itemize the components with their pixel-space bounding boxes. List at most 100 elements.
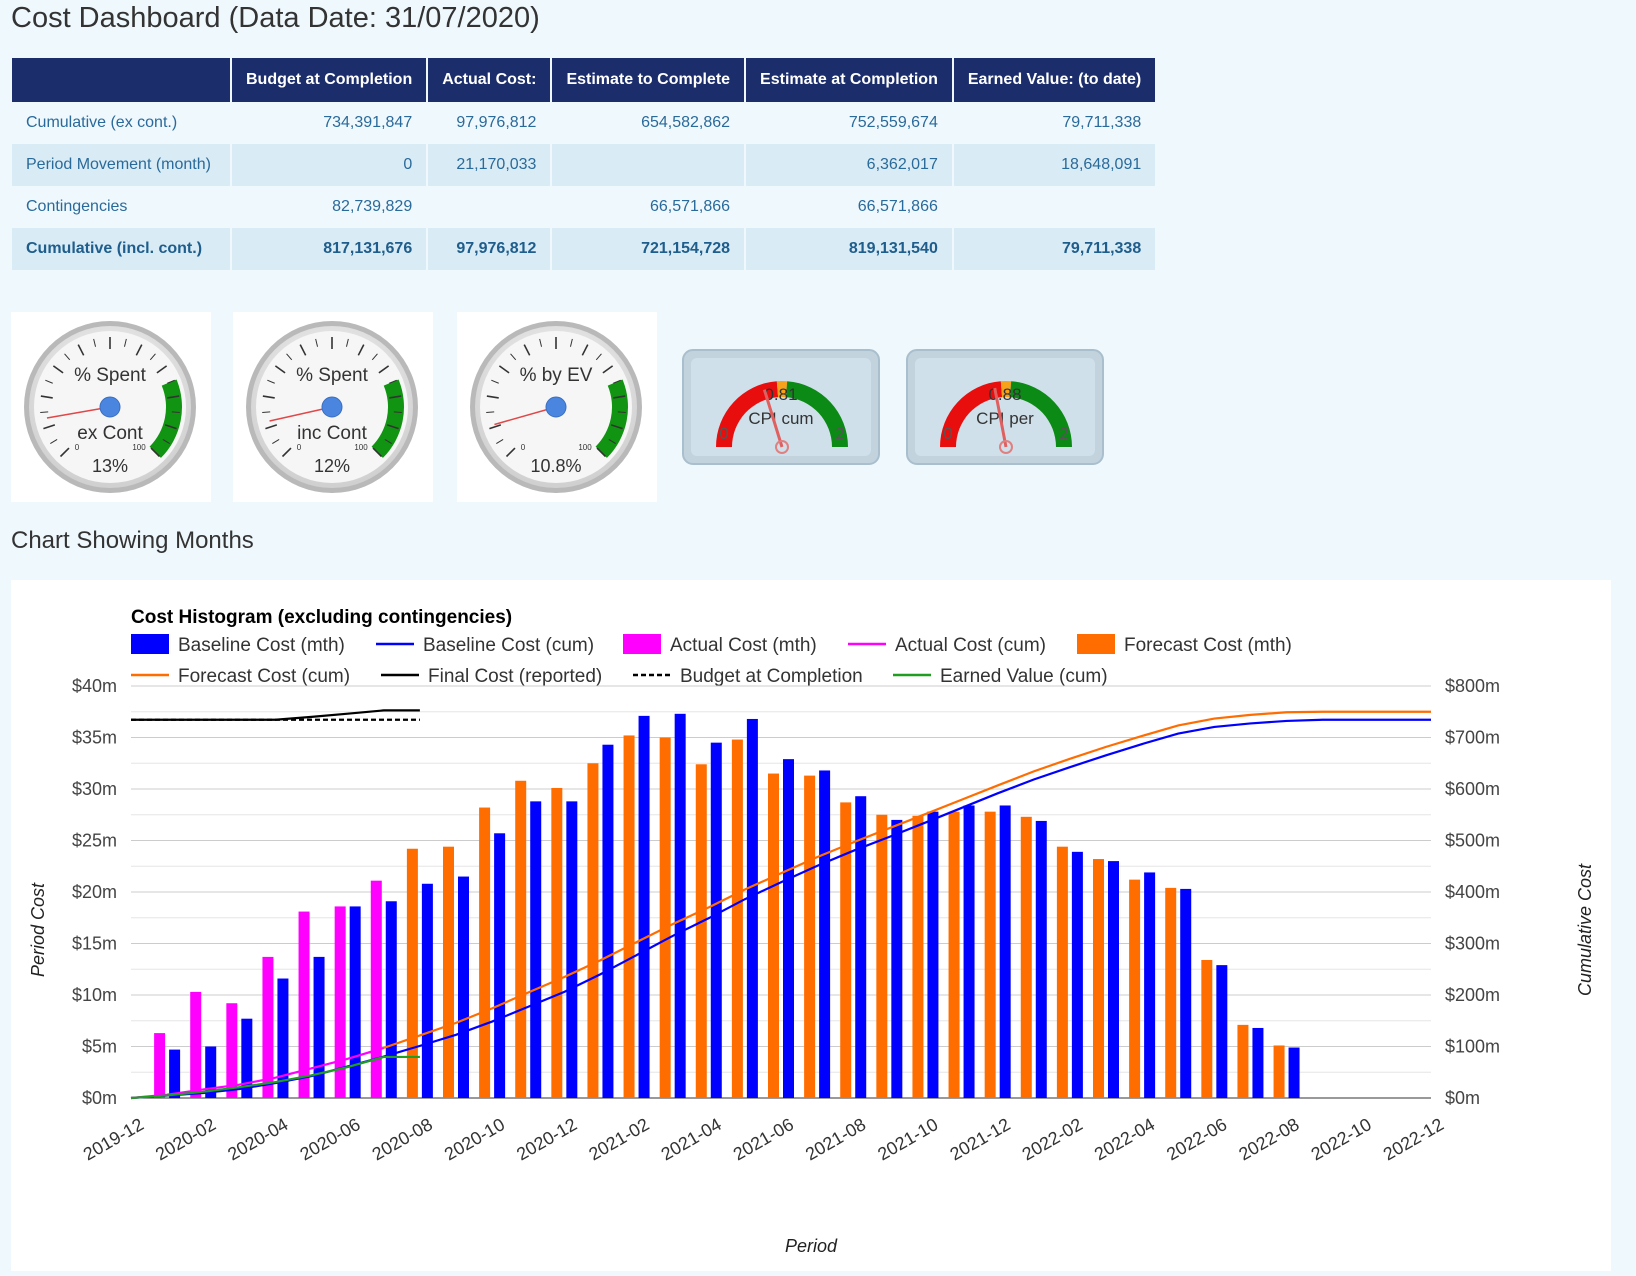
gauge-subtitle: inc Cont <box>297 423 367 444</box>
gauge-tick <box>167 379 175 384</box>
table-header-ev: Earned Value: (to date) <box>952 58 1158 102</box>
bar-baseline <box>1144 872 1156 1098</box>
x-tick-label: 2020-04 <box>224 1114 291 1164</box>
cpi-gauge-panel <box>915 358 1095 456</box>
bar-forecast <box>768 773 779 1098</box>
table-cell: 752,559,674 <box>745 102 954 144</box>
bar-forecast <box>443 846 454 1098</box>
gauge-hub <box>545 396 567 418</box>
y-axis-ticks: $0m $5m $10m $15m $20m $25m $30m $35m $40m <box>72 676 117 1108</box>
bar-actual <box>190 991 202 1098</box>
gauge-value: 10.8% <box>530 456 581 476</box>
gauge-tick <box>608 438 616 445</box>
bar-baseline <box>205 1046 217 1098</box>
chart-lines <box>130 709 1431 1100</box>
row-label: Period Movement (month) <box>12 144 232 186</box>
chart-gridlines <box>131 685 1431 1099</box>
gauge-tick <box>43 424 56 430</box>
gauge-tick <box>281 447 292 458</box>
gauge-tick <box>486 395 499 399</box>
gauge-tick <box>123 338 127 347</box>
gauge-tick <box>286 353 293 361</box>
table-cell: 734,391,847 <box>231 102 429 144</box>
x-tick-label: 2022-06 <box>1163 1114 1230 1164</box>
gauge-dial: % Spent inc Cont 0 100 12% <box>246 321 418 493</box>
legend-swatch <box>623 634 661 654</box>
cpi-band-red <box>716 381 779 447</box>
table-cell: 21,170,033 <box>427 144 553 186</box>
x-tick-label: 2022-04 <box>1091 1114 1158 1164</box>
legend-label: Baseline Cost (mth) <box>178 635 345 656</box>
gauge-ticks <box>262 337 402 458</box>
gauge-tick <box>149 353 156 361</box>
legend-label: Actual Cost (mth) <box>670 635 817 656</box>
bar-forecast <box>1237 1024 1249 1098</box>
chart-canvas: Cost Histogram (excluding contingencies)… <box>28 607 1595 1256</box>
gauge-subtitle: ex Cont <box>77 423 143 444</box>
gauge-tick <box>150 447 161 458</box>
y2-tick-label: $0m <box>1445 1088 1480 1108</box>
cpi-max-label: 2 <box>1059 424 1068 443</box>
gauge-tick <box>274 365 286 374</box>
bar-baseline <box>169 1049 181 1098</box>
bar-baseline <box>1180 888 1192 1098</box>
bar-forecast <box>587 763 599 1098</box>
x-axis-ticks: 2019-12 2020-02 2020-04 2020-06 2020-08 2020-… <box>80 1114 1447 1164</box>
gauge-dial: % Spent ex Cont 0 100 13% <box>24 321 196 493</box>
chart-title: Cost Histogram (excluding contingencies) <box>131 607 512 628</box>
bar-forecast <box>406 848 418 1098</box>
bar-forecast <box>840 802 852 1098</box>
table-row: Cumulative (ex cont.) 734,391,847 97,976… <box>12 102 1158 144</box>
cpi-per-gauge: 0.88 CPI per 0 2 <box>905 348 1105 466</box>
cpi-band-green <box>1009 381 1072 447</box>
table-cell: 66,571,866 <box>745 186 954 228</box>
cpi-min-label: 0 <box>719 424 728 443</box>
gauge-green-band <box>149 379 182 458</box>
x-tick-label: 2020-08 <box>369 1114 436 1164</box>
table-header-budget: Budget at Completion <box>231 58 429 102</box>
y2-tick-label: $800m <box>1445 676 1500 696</box>
line-forecast-cost-cum <box>383 710 1431 1049</box>
table-cell: 66,571,866 <box>551 186 747 228</box>
cpi-max-label: 2 <box>835 424 844 443</box>
bar-baseline <box>963 805 975 1098</box>
y-tick-label: $35m <box>72 728 117 748</box>
gauge-tick <box>491 379 499 384</box>
cost-summary-table: Budget at Completion Actual Cost: Estima… <box>12 58 1158 270</box>
gauge-tick <box>610 424 623 430</box>
gauge-needle <box>494 406 557 426</box>
bar-baseline <box>1216 965 1228 1098</box>
legend-swatch <box>131 634 169 654</box>
gauge-tick <box>505 447 516 458</box>
bar-baseline <box>855 796 867 1098</box>
gauge-percent-by-ev: % by EV 0 100 10.8% <box>457 312 657 502</box>
table-row-total: Cumulative (incl. cont.) 817,131,676 97,… <box>12 228 1158 270</box>
gauge-tick <box>299 344 307 356</box>
cpi-hub <box>775 440 789 454</box>
gauge-percent-spent-ex-cont: % Spent ex Cont 0 100 13% <box>11 312 211 502</box>
legend-label: Earned Value (cum) <box>940 666 1108 687</box>
gauge-needle <box>46 406 111 419</box>
gauge-tick <box>596 447 607 458</box>
bar-baseline <box>927 811 939 1098</box>
cpi-needle <box>762 389 784 448</box>
bar-forecast <box>876 814 888 1098</box>
bar-baseline <box>1252 1027 1264 1098</box>
table-cell: 18,648,091 <box>952 144 1158 186</box>
bar-baseline <box>530 801 542 1098</box>
gauge-tick <box>371 353 378 361</box>
gauge-tick <box>510 353 517 361</box>
line-baseline-cost-cum <box>130 718 1431 1100</box>
x-tick-label: 2020-10 <box>441 1114 508 1164</box>
gauge-tick <box>372 447 383 458</box>
gauge-tick <box>265 424 278 430</box>
gauge-tick <box>262 411 271 413</box>
y-tick-label: $5m <box>82 1037 117 1057</box>
gauge-tick <box>595 353 602 361</box>
table-header-actual: Actual Cost: <box>427 58 553 102</box>
gauge-min-label: 0 <box>75 443 80 452</box>
cpi-band-red <box>940 381 1003 447</box>
gauge-ticks <box>40 337 180 458</box>
bar-forecast <box>1093 859 1104 1098</box>
bar-baseline <box>638 715 650 1098</box>
